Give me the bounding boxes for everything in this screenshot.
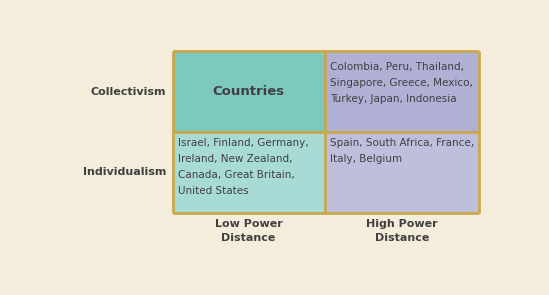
Bar — [324, 51, 479, 132]
Bar — [173, 132, 324, 213]
Text: High Power
Distance: High Power Distance — [366, 219, 438, 243]
Text: Colombia, Peru, Thailand,
Singapore, Greece, Mexico,
Turkey, Japan, Indonesia: Colombia, Peru, Thailand, Singapore, Gre… — [330, 62, 473, 104]
Text: Spain, South Africa, France,
Italy, Belgium: Spain, South Africa, France, Italy, Belg… — [330, 138, 474, 164]
Text: Collectivism: Collectivism — [91, 87, 166, 97]
Text: Low Power
Distance: Low Power Distance — [215, 219, 283, 243]
Bar — [173, 51, 324, 132]
Bar — [324, 132, 479, 213]
Text: Israel, Finland, Germany,
Ireland, New Zealand,
Canada, Great Britain,
United St: Israel, Finland, Germany, Ireland, New Z… — [178, 138, 309, 196]
Text: Countries: Countries — [212, 85, 285, 98]
Text: Individualism: Individualism — [83, 167, 166, 177]
